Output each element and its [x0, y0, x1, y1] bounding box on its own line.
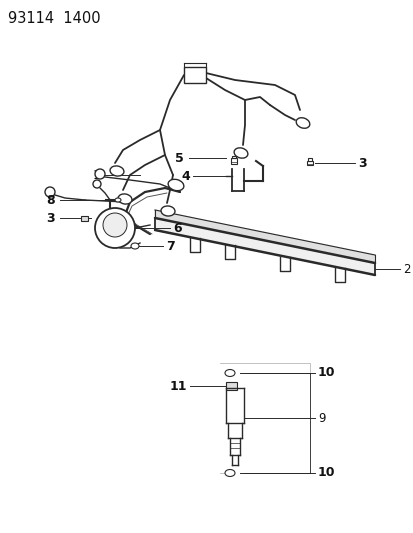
- Ellipse shape: [131, 243, 139, 249]
- Circle shape: [95, 208, 135, 248]
- Text: 2: 2: [402, 262, 410, 276]
- Text: 5: 5: [175, 151, 183, 165]
- Polygon shape: [190, 238, 199, 252]
- Text: 10: 10: [317, 466, 335, 480]
- Text: 10: 10: [317, 367, 335, 379]
- Ellipse shape: [161, 206, 175, 216]
- Polygon shape: [225, 388, 243, 523]
- Polygon shape: [154, 210, 374, 263]
- Text: 11: 11: [169, 379, 187, 392]
- Text: 7: 7: [166, 239, 174, 253]
- Text: 3: 3: [357, 157, 366, 169]
- Polygon shape: [183, 67, 206, 83]
- Circle shape: [45, 187, 55, 197]
- Ellipse shape: [110, 166, 123, 176]
- Text: 1: 1: [92, 168, 100, 182]
- Polygon shape: [334, 268, 344, 282]
- Circle shape: [95, 169, 105, 179]
- Ellipse shape: [233, 148, 247, 158]
- Ellipse shape: [295, 118, 309, 128]
- Polygon shape: [279, 256, 289, 271]
- Bar: [307, 158, 311, 160]
- Bar: [226, 382, 237, 390]
- Text: 4: 4: [181, 169, 190, 182]
- Bar: [230, 158, 237, 164]
- Text: 93114  1400: 93114 1400: [8, 11, 100, 26]
- Circle shape: [103, 213, 127, 237]
- Bar: [81, 215, 88, 221]
- Polygon shape: [154, 218, 374, 275]
- Ellipse shape: [118, 194, 132, 204]
- Ellipse shape: [224, 369, 235, 376]
- Text: 3: 3: [46, 212, 55, 224]
- Text: 8: 8: [46, 193, 55, 206]
- Bar: [306, 160, 312, 165]
- Text: 6: 6: [173, 222, 181, 235]
- Ellipse shape: [224, 470, 235, 477]
- Ellipse shape: [168, 179, 183, 191]
- Circle shape: [93, 180, 101, 188]
- Ellipse shape: [115, 198, 121, 202]
- Text: 9: 9: [317, 411, 325, 424]
- Bar: [231, 156, 236, 158]
- Polygon shape: [224, 245, 235, 260]
